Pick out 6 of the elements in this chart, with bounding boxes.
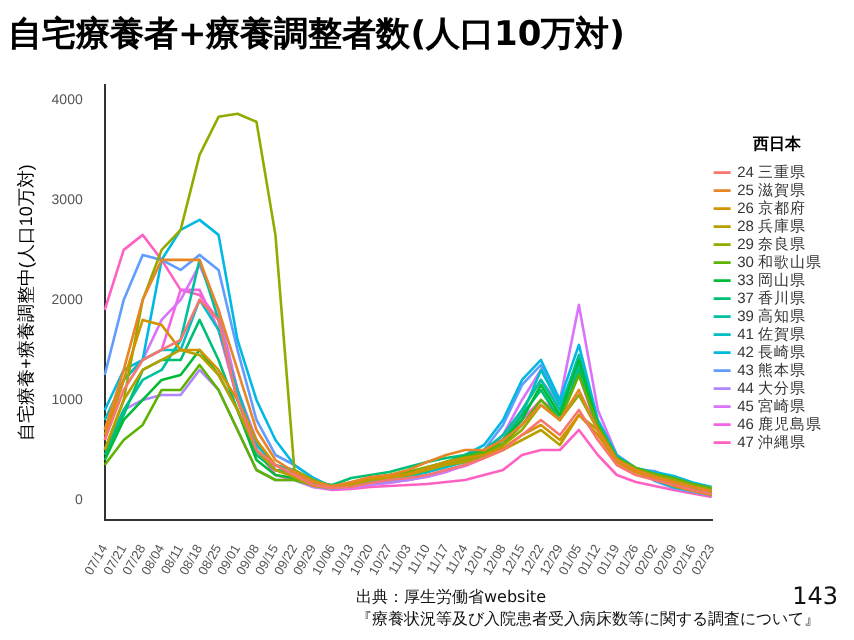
y-axis-title: 自宅療養+療養調整中(人口10万対) [15, 164, 36, 441]
text: 143 [792, 582, 838, 610]
chart-title: 自宅療養者+療養調整者数(人口10万対) [8, 15, 625, 56]
text: 『療養状況等及び入院患者受入病床数等に関する調査について』 [356, 608, 820, 630]
source-note: 出典：厚生労働省website [356, 588, 546, 606]
legend-title: 西日本 [750, 135, 803, 154]
